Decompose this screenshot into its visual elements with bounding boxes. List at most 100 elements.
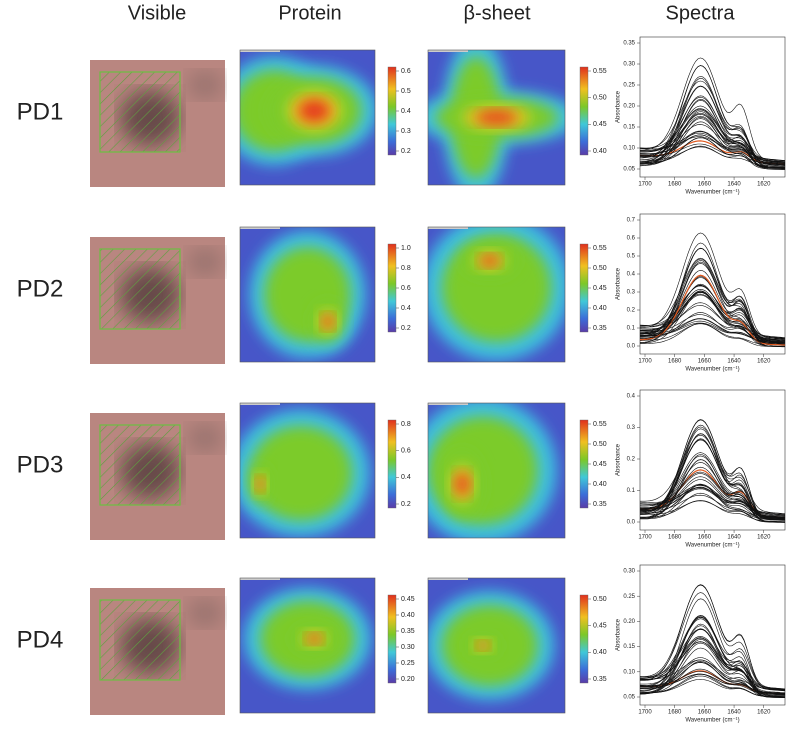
spectrum-curve xyxy=(639,258,786,342)
colorbar-label: 0.35 xyxy=(593,501,607,508)
colorbar-label: 0.8 xyxy=(401,421,411,428)
y-tick-label: 0.5 xyxy=(627,254,636,260)
heat-map xyxy=(239,49,376,186)
spectrum-curve xyxy=(640,492,785,523)
spectrum-curve xyxy=(639,636,786,690)
heat-blob xyxy=(477,641,489,650)
heat-map xyxy=(239,402,376,539)
colorbar-label: 0.4 xyxy=(401,474,411,481)
visible-shadow xyxy=(187,71,223,99)
y-tick-label: 0.15 xyxy=(623,125,635,131)
column-header: Spectra xyxy=(666,2,736,24)
y-tick-label: 0.30 xyxy=(623,569,635,575)
spectrum-curve xyxy=(639,145,786,168)
x-tick-label: 1660 xyxy=(698,535,712,541)
colorbar-label: 0.35 xyxy=(593,676,607,683)
heat-blob xyxy=(474,110,519,125)
colorbar-label: 0.2 xyxy=(401,325,411,332)
spectra-frame xyxy=(639,213,786,355)
spectrum-curve xyxy=(640,637,786,693)
colorbar-label: 0.40 xyxy=(401,612,415,619)
x-tick-label: 1680 xyxy=(668,359,682,365)
x-tick-label: 1680 xyxy=(668,182,682,188)
y-tick-label: 0.2 xyxy=(627,308,636,314)
spectrum-curve xyxy=(640,57,786,162)
x-axis-label: Wavenumber (cm⁻¹) xyxy=(685,190,739,196)
colorbar-label: 0.40 xyxy=(593,481,607,488)
colorbar-label: 0.50 xyxy=(593,265,607,272)
heat-layer xyxy=(240,50,375,185)
heat-blob xyxy=(256,477,265,491)
spectrum-curve xyxy=(639,454,786,523)
x-tick-label: 1620 xyxy=(757,182,771,188)
spectrum-curve xyxy=(639,471,786,516)
heat-blob xyxy=(306,634,322,644)
spectrum-curve xyxy=(640,274,786,346)
colorbar-label: 0.4 xyxy=(401,108,411,115)
colorbar-label: 0.40 xyxy=(593,649,607,656)
colorbar-label: 0.35 xyxy=(593,325,607,332)
spectrum-curve xyxy=(639,134,786,164)
spectrum-curve xyxy=(639,232,786,340)
frame xyxy=(239,402,376,539)
spectrum-curve xyxy=(640,121,786,170)
colorbar-label: 0.45 xyxy=(401,596,415,603)
y-tick-label: 0.0 xyxy=(627,520,636,526)
spectrum-curve xyxy=(640,323,786,346)
colorbar-label: 0.45 xyxy=(593,121,607,128)
spectrum-curve xyxy=(639,77,785,170)
row-label: PD1 xyxy=(17,98,64,125)
heat-layer xyxy=(240,403,375,538)
spectrum-curve xyxy=(639,625,786,698)
colorbar-label: 0.20 xyxy=(401,676,415,683)
y-tick-label: 0.05 xyxy=(623,695,635,701)
x-tick-label: 1640 xyxy=(727,359,741,365)
heat-layer xyxy=(428,578,565,713)
y-tick-label: 0.0 xyxy=(627,344,636,350)
heat-layer xyxy=(428,403,565,538)
y-tick-label: 0.10 xyxy=(623,146,635,152)
frame xyxy=(427,226,566,363)
spectra-frame xyxy=(639,36,786,178)
frame xyxy=(239,226,376,363)
colorbar-label: 0.45 xyxy=(593,461,607,468)
y-axis-label: Absorbance xyxy=(616,90,622,123)
column-header: Protein xyxy=(278,2,341,24)
visible-shadow xyxy=(187,599,223,627)
x-tick-label: 1660 xyxy=(698,359,712,365)
spectrum-curve xyxy=(639,294,786,341)
frame xyxy=(239,49,376,186)
spectrum-curve xyxy=(639,248,786,344)
column-header: Visible xyxy=(128,2,187,24)
colorbar-label: 0.45 xyxy=(593,285,607,292)
spectrum-curve xyxy=(640,500,786,522)
spectrum-curve xyxy=(640,459,786,523)
x-tick-label: 1700 xyxy=(638,182,652,188)
spectrum-curve xyxy=(640,616,786,690)
heat-layer xyxy=(428,227,565,362)
spectrum-curve xyxy=(640,288,786,341)
heat-map xyxy=(239,577,376,714)
spectrum-curve xyxy=(639,291,785,347)
column-header: β-sheet xyxy=(463,2,531,24)
x-tick-label: 1660 xyxy=(698,710,712,716)
frame xyxy=(427,402,566,539)
heat-layer xyxy=(240,227,375,362)
spectrum-curve xyxy=(639,143,786,165)
heat-layer xyxy=(240,578,375,713)
spectrum-curve xyxy=(640,312,786,345)
heat-blob xyxy=(249,425,353,521)
row-label: PD4 xyxy=(17,626,64,653)
y-tick-label: 0.3 xyxy=(627,290,636,296)
row-label: PD2 xyxy=(17,275,64,302)
spectrum-curve xyxy=(639,320,786,343)
spectrum-curve xyxy=(640,662,786,695)
colorbar-label: 0.55 xyxy=(593,68,607,75)
y-axis-label: Absorbance xyxy=(616,443,622,476)
heat-blob xyxy=(297,98,331,123)
y-tick-label: 0.25 xyxy=(623,83,635,89)
colorbar-label: 0.6 xyxy=(401,68,411,75)
heat-map xyxy=(427,49,566,186)
x-axis-label: Wavenumber (cm⁻¹) xyxy=(685,718,739,724)
heat-map xyxy=(427,226,566,363)
